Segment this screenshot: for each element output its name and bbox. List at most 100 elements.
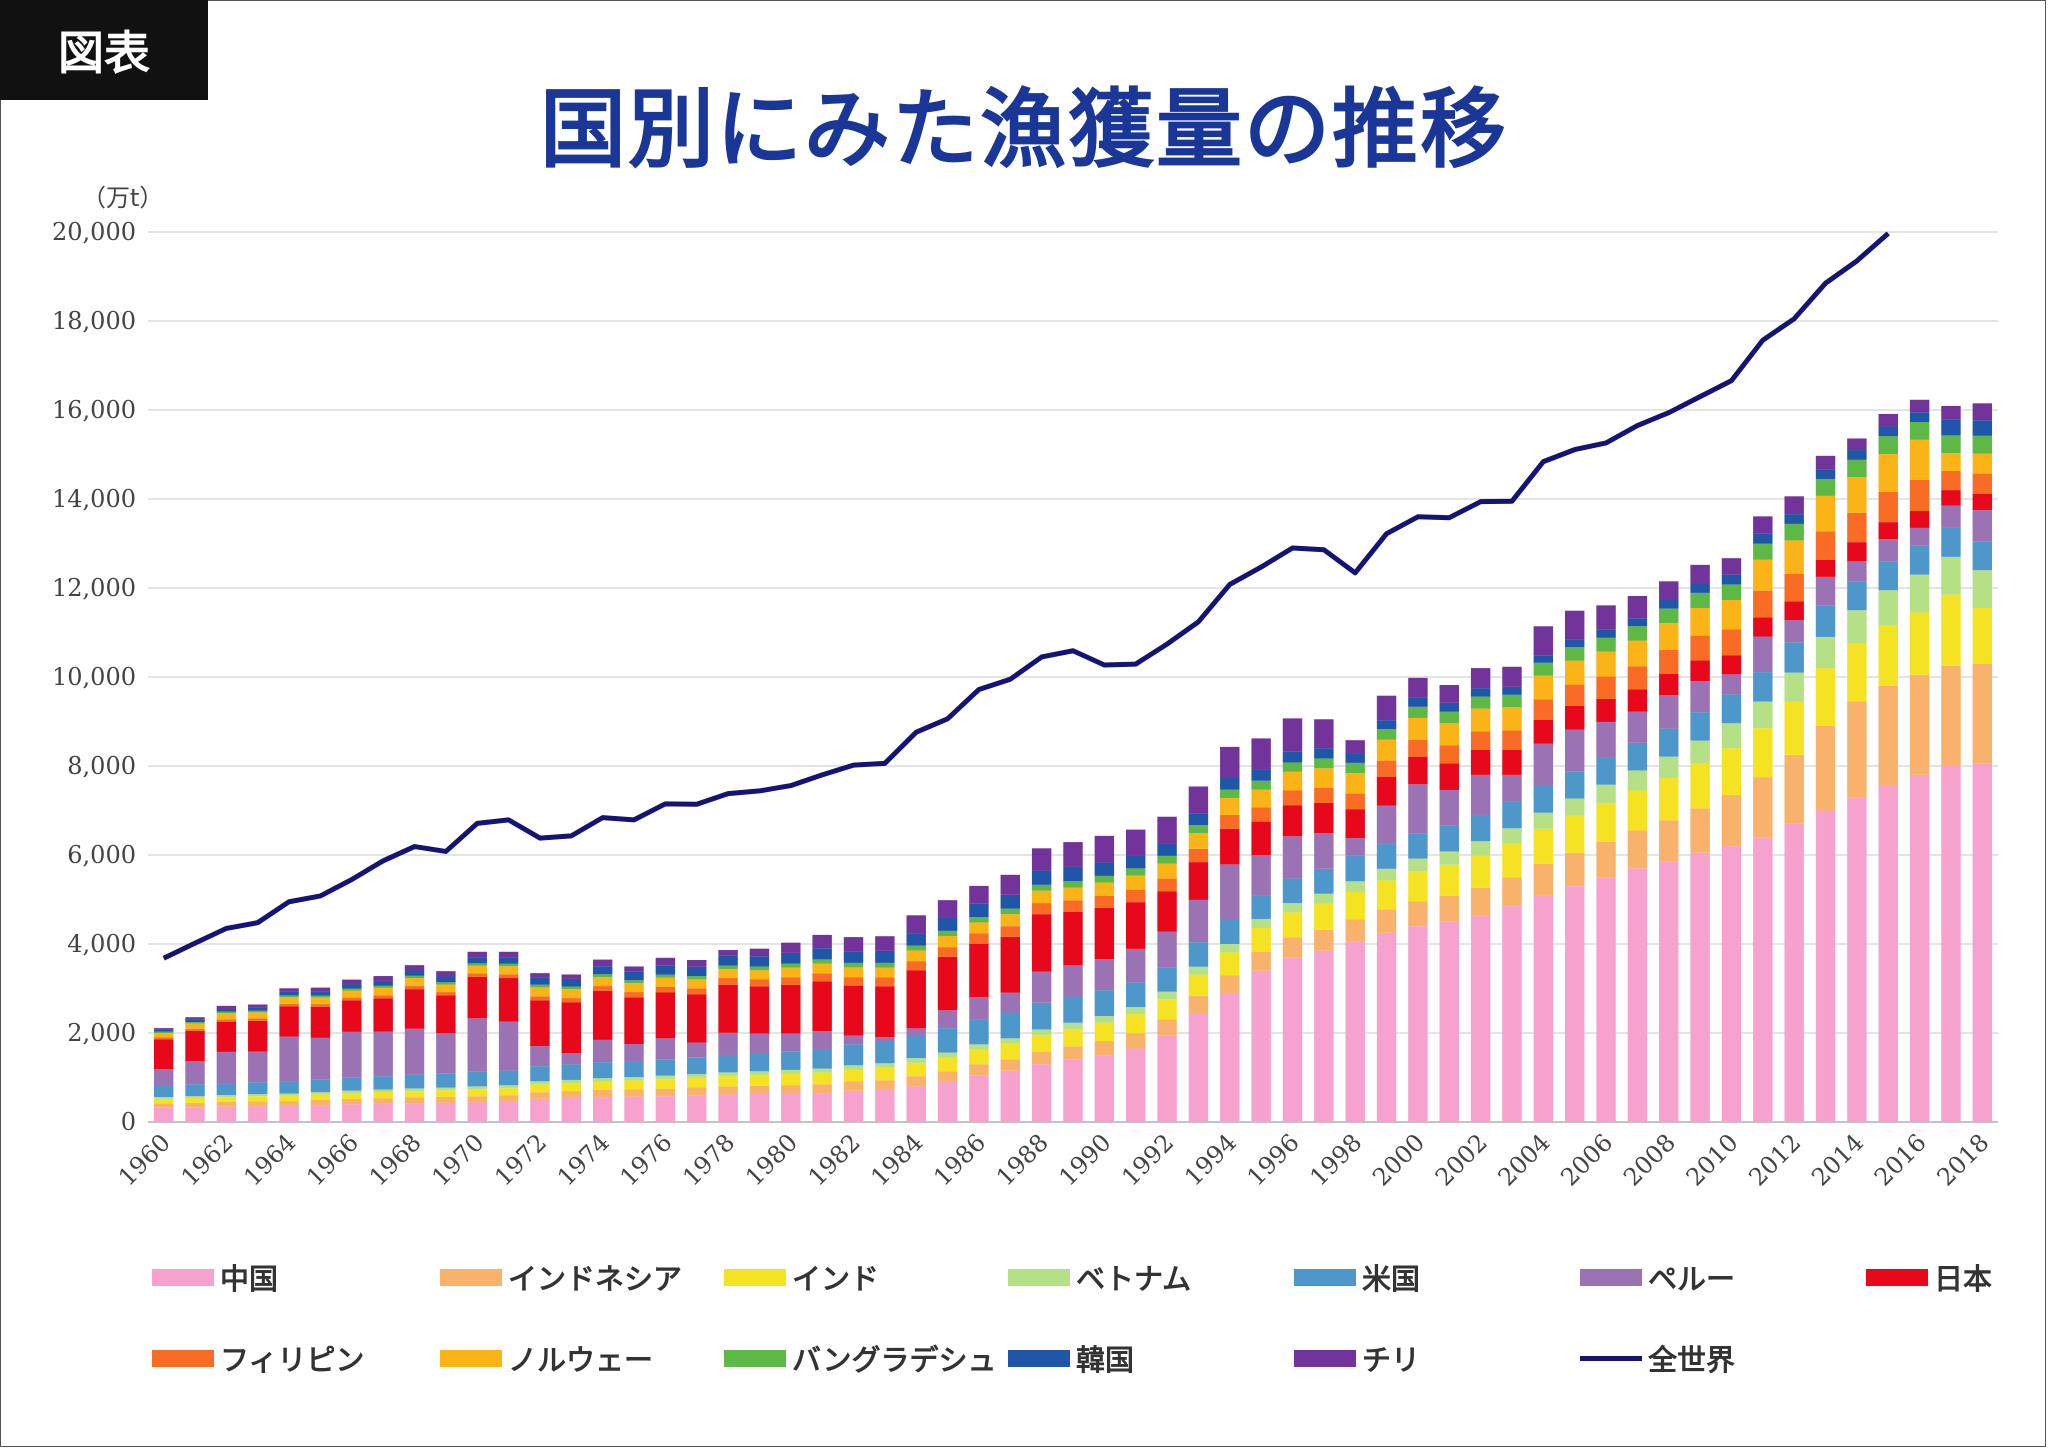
x-tick-label: 1970 (426, 1128, 489, 1191)
bar-segment (248, 1082, 268, 1095)
bar-segment (498, 974, 519, 979)
bar-segment (1188, 1012, 1209, 1122)
bar-segment (1157, 816, 1177, 844)
bar-segment (1376, 776, 1397, 806)
bar-segment (436, 1033, 456, 1074)
bar-segment (1721, 574, 1742, 585)
x-axis-ticks: 1960 1962 1964 1966 1968 1970 1972 1974 1976 1978… (113, 1128, 1995, 1191)
bar-segment (906, 1086, 926, 1122)
bar-segment (1408, 697, 1428, 707)
bar-segment (530, 1046, 550, 1067)
bar-segment (279, 991, 299, 996)
bar-segment (1439, 864, 1459, 896)
bar-segment (342, 990, 362, 998)
bar-segment (1125, 948, 1146, 983)
bar-segment (1439, 685, 1459, 703)
bar-segment (1470, 855, 1491, 888)
bar-segment (718, 1032, 738, 1056)
x-tick-label: 1990 (1054, 1128, 1117, 1191)
bar-segment (875, 962, 895, 968)
bar-segment (248, 1020, 268, 1052)
bar-segment (1157, 1035, 1177, 1122)
bar-segment (1753, 636, 1773, 673)
bar-segment (1094, 959, 1115, 991)
bar-segment (1282, 937, 1303, 958)
x-tick-label: 2008 (1618, 1128, 1681, 1191)
bar-segment (1878, 454, 1898, 492)
bar-segment (1251, 821, 1271, 856)
bar-segment (1188, 996, 1209, 1013)
bar-segment (843, 967, 864, 978)
bar-segment (1753, 617, 1773, 637)
bar-segment (969, 1019, 989, 1045)
bar-segment (342, 1093, 362, 1099)
bar-segment (1690, 584, 1710, 593)
x-tick-label: 1998 (1304, 1128, 1367, 1191)
bar-segment (1878, 436, 1898, 455)
bar-segment (185, 1107, 205, 1122)
bar-segment (1972, 435, 1993, 454)
bar-segment (1909, 479, 1930, 512)
bar-segment (1157, 967, 1177, 992)
bar-segment (1690, 592, 1710, 609)
bar-segment (937, 1057, 958, 1072)
bar-segment (373, 1098, 393, 1104)
bar-segment (342, 988, 362, 991)
bar-segment (781, 1093, 801, 1122)
bar-segment (1909, 774, 1930, 1122)
bar-segment (467, 1096, 487, 1103)
bar-segment (906, 1028, 926, 1035)
bar-segment (1784, 523, 1804, 541)
bar-segment (906, 915, 926, 934)
bar-segment (906, 970, 926, 1029)
bar-segment (216, 1013, 237, 1020)
bar-segment (718, 950, 738, 956)
bar-segment (216, 1019, 237, 1022)
bar-segment (342, 984, 362, 989)
bar-segment (153, 1037, 174, 1040)
bar-segment (1627, 640, 1648, 667)
bar-segment (467, 1071, 487, 1087)
bar-segment (843, 1081, 864, 1091)
bar-segment (1596, 651, 1616, 677)
bar-segment (1564, 771, 1585, 799)
bar-segment (843, 962, 864, 968)
bar-segment (1878, 561, 1898, 591)
bar-segment (1909, 674, 1930, 775)
bar-segment (1721, 558, 1742, 575)
bar-segment (687, 976, 707, 980)
bar-segment (1439, 921, 1459, 1122)
bar-segment (592, 1062, 613, 1079)
bar-segment (1125, 1007, 1146, 1015)
bar-segment (1502, 686, 1522, 695)
bar-segment (1345, 753, 1365, 763)
bar-segment (937, 1071, 958, 1082)
bar-segment (592, 990, 613, 1040)
bar-segment (561, 1064, 582, 1080)
bar-segment (153, 1029, 174, 1032)
x-tick-label: 1986 (928, 1128, 991, 1191)
bar-segment (969, 885, 989, 904)
bar-segment (875, 1041, 895, 1064)
bar-segment (153, 1103, 174, 1108)
bar-segment (1627, 666, 1648, 690)
bar-segment (498, 966, 519, 975)
bar-segment (1659, 608, 1679, 624)
bar-segment (248, 1051, 268, 1083)
bar-segment (1282, 912, 1303, 938)
bar-segment (1784, 701, 1804, 755)
bar-segment (1251, 919, 1271, 928)
x-tick-label: 2014 (1806, 1128, 1869, 1191)
bar-segment (1941, 505, 1961, 528)
bar-segment (1941, 406, 1961, 420)
bar-segment (592, 986, 613, 991)
bar-segment (624, 1044, 644, 1062)
bar-segment (1502, 694, 1522, 708)
bar-segment (749, 1033, 770, 1054)
bar-segment (1721, 694, 1742, 724)
bar-segment (1909, 545, 1930, 575)
bar-segment (1941, 527, 1961, 557)
bar-segment (1972, 453, 1993, 474)
bar-segment (153, 1107, 174, 1122)
bar-segment (1094, 990, 1115, 1017)
